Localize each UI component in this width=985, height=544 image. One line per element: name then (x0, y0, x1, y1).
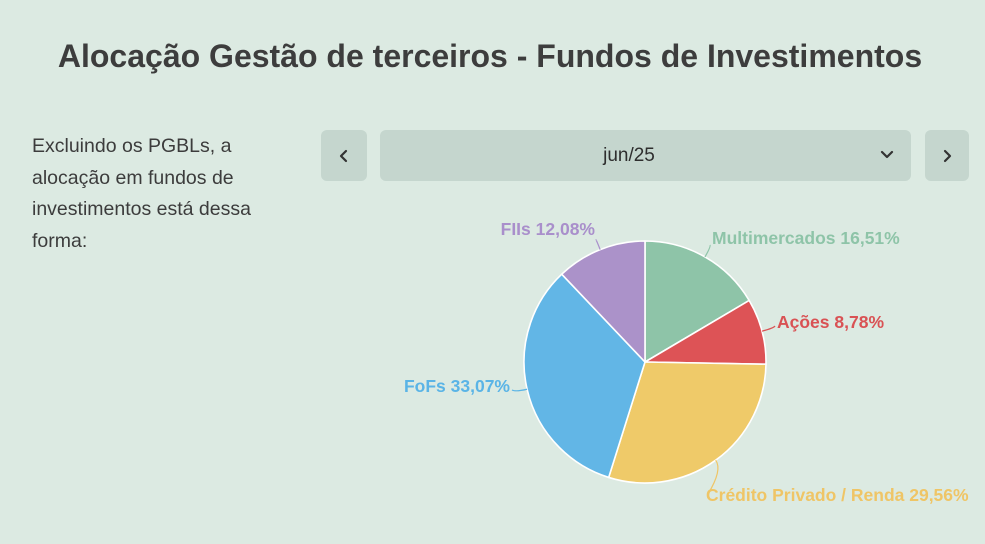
page-title: Alocação Gestão de terceiros - Fundos de… (57, 38, 923, 74)
description-text: Excluindo os PGBLs, a alocação em fundos… (32, 135, 251, 252)
pie-leader-line-acoes (761, 325, 776, 332)
pie-label-acoes: Ações 8,78% (777, 312, 884, 332)
pie-leader-line-multimercados (704, 244, 711, 258)
pie-slice-credito-privado-renda[interactable] (607, 361, 767, 484)
chevron-down-icon (880, 150, 894, 159)
period-select[interactable]: jun/25 (380, 130, 911, 181)
pie-leader-line-credito-privado-renda (707, 459, 719, 495)
next-period-button[interactable] (925, 130, 969, 181)
pie-label-credito-privado-renda: Crédito Privado / Renda 29,56% (706, 485, 969, 505)
pie-slice-multimercados[interactable] (644, 240, 750, 363)
pie-slice-fiis[interactable] (560, 240, 646, 363)
previous-period-button[interactable] (321, 130, 367, 181)
pie-label-multimercados: Multimercados 16,51% (712, 228, 900, 248)
chevron-right-icon (943, 149, 952, 162)
pie-leader-line-fiis (595, 239, 601, 250)
period-select-value: jun/25 (603, 145, 655, 166)
chevron-left-icon (339, 149, 348, 162)
pie-label-fiis: FIIs 12,08% (501, 219, 596, 239)
pie-leader-line-fofs (511, 388, 528, 392)
pie-label-fofs: FoFs 33,07% (404, 376, 510, 396)
